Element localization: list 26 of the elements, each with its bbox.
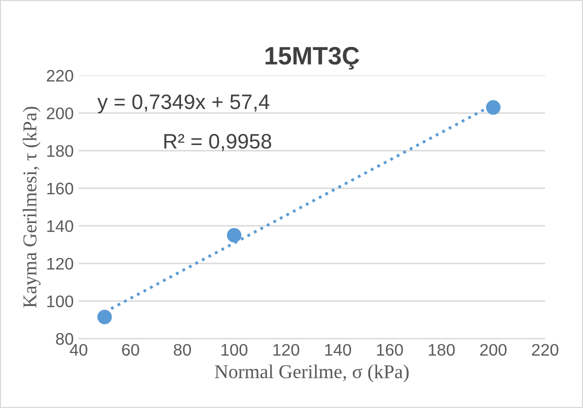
x-tick-label: 120 [273, 344, 300, 356]
point [97, 310, 112, 324]
chart-title: 15MT3Ç [266, 46, 360, 70]
y-tick-label: 80 [56, 333, 74, 345]
x-tick-label: 140 [325, 344, 352, 356]
x-tick-label: 160 [377, 344, 403, 356]
annotation: y = 0,7349x + 57,4 [97, 94, 270, 114]
x-tick-label: 180 [428, 344, 455, 356]
x-tick-label: 220 [532, 344, 558, 356]
x-tick-label: 40 [70, 344, 88, 356]
y-tick-label: 180 [47, 145, 74, 157]
x-tick-label: 80 [174, 344, 191, 356]
point [226, 228, 242, 243]
x-tick-label: 60 [122, 344, 140, 356]
annotation: R² = 0,9958 [164, 134, 272, 152]
x-tick-label: 200 [480, 344, 507, 356]
y-tick-label: 220 [46, 70, 74, 82]
y-axis-title: Kayma Gerilmesi, τ (kPa) [22, 106, 40, 308]
point [486, 100, 501, 115]
y-tick-label: 120 [47, 258, 74, 270]
y-tick-label: 200 [46, 107, 74, 120]
x-tick-label: 100 [222, 344, 248, 356]
y-tick-label: 100 [47, 295, 74, 308]
y-tick-label: 160 [47, 182, 74, 194]
y-tick-label: 140 [47, 220, 74, 232]
x-axis-title: Normal Gerilme, σ (kPa) [214, 364, 409, 382]
